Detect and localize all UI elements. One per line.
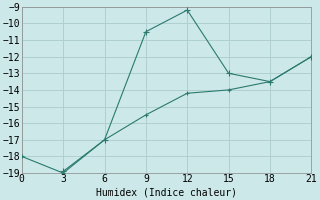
X-axis label: Humidex (Indice chaleur): Humidex (Indice chaleur) [96, 187, 237, 197]
